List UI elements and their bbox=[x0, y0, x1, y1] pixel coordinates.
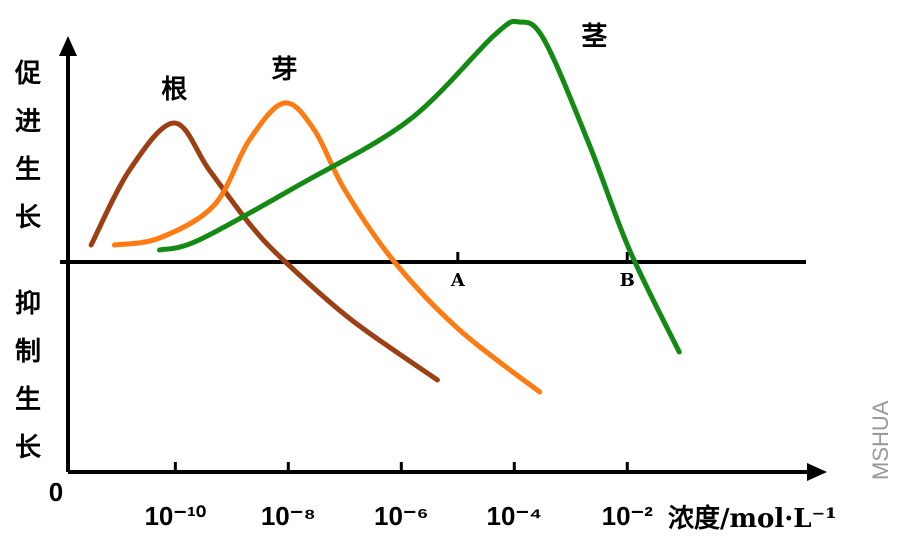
x-tick-label: 10⁻¹⁰ bbox=[144, 501, 206, 531]
annotation-label: A bbox=[450, 270, 466, 291]
series-label: 芽 bbox=[271, 55, 297, 85]
curve bbox=[88, 120, 440, 383]
origin-label: 0 bbox=[49, 477, 63, 507]
x-axis-label: 浓度/mol·L⁻¹ bbox=[668, 503, 837, 534]
x-tick-label: 10⁻⁴ bbox=[487, 501, 543, 531]
y-axis-arrow bbox=[59, 36, 77, 56]
series-label: 茎 bbox=[581, 22, 607, 52]
y-label-bottom: 抑制生长 bbox=[15, 289, 42, 463]
y-label-top: 促进生长 bbox=[14, 59, 42, 233]
curve bbox=[111, 100, 543, 395]
series-label: 根 bbox=[161, 75, 187, 105]
annotation-label: B bbox=[620, 270, 635, 291]
x-tick-label: 10⁻⁶ bbox=[374, 501, 429, 531]
x-tick-label: 10⁻² bbox=[602, 501, 654, 531]
curve bbox=[157, 18, 682, 355]
x-axis-arrow bbox=[807, 463, 827, 481]
x-tick-label: 10⁻⁸ bbox=[261, 501, 316, 531]
watermark: MSHUA bbox=[868, 400, 893, 480]
